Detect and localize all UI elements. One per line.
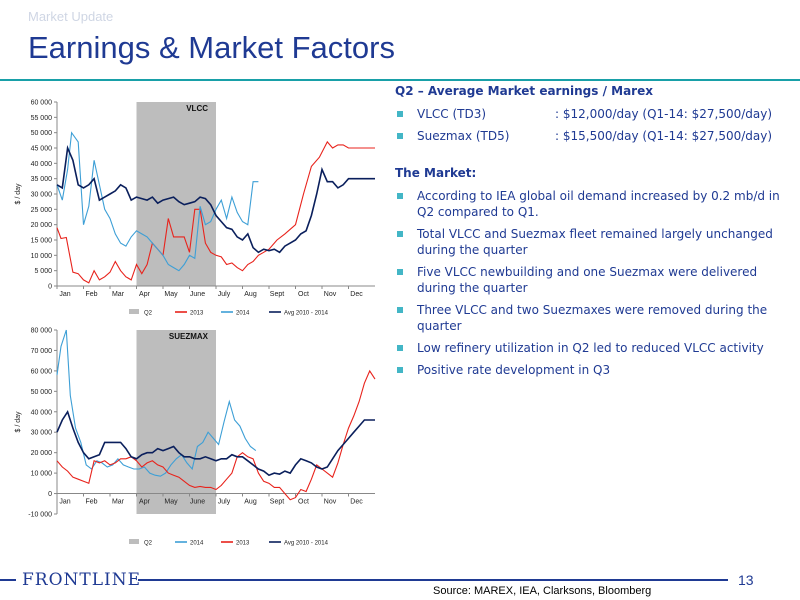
rate-label: VLCC (TD3) xyxy=(417,107,487,121)
x-tick-label: Apr xyxy=(139,499,151,506)
market-heading: The Market: xyxy=(395,166,477,180)
y-tick-label: 10 000 xyxy=(31,471,53,478)
series-line xyxy=(56,145,375,254)
bullet-item: Total VLCC and Suezmax fleet remained la… xyxy=(395,226,795,258)
bullet-item: Positive rate development in Q3 xyxy=(395,362,795,378)
x-tick-label: Oct xyxy=(298,499,309,506)
x-tick-label: Sept xyxy=(270,291,284,298)
logo-bar-right xyxy=(138,579,728,581)
rate-value: : $12,000/day (Q1-14: $27,500/day) xyxy=(555,107,773,121)
x-tick-label: Nov xyxy=(324,291,337,298)
x-tick-label: Aug xyxy=(244,499,257,506)
y-tick-label: 30 000 xyxy=(31,192,53,199)
legend-label: 2014 xyxy=(236,311,250,317)
legend-swatch xyxy=(129,539,139,544)
y-tick-label: 40 000 xyxy=(31,161,53,168)
legend-label: 2014 xyxy=(190,541,204,547)
legend-label: Avg 2010 - 2014 xyxy=(284,541,329,547)
x-tick-label: Mar xyxy=(112,291,125,298)
y-tick-label: 60 000 xyxy=(31,368,53,375)
frontline-logo: FRONTLINE xyxy=(22,570,142,590)
kicker: Market Update xyxy=(28,9,114,24)
x-tick-label: Sept xyxy=(270,499,284,506)
earnings-heading: Q2 – Average Market earnings / Marex xyxy=(395,84,653,98)
x-tick-label: June xyxy=(190,291,205,298)
y-tick-label: 35 000 xyxy=(31,176,53,183)
chart-title: VLCC xyxy=(186,104,208,113)
y-tick-label: 80 000 xyxy=(31,328,53,335)
y-tick-label: 45 000 xyxy=(31,146,53,153)
x-tick-label: July xyxy=(218,499,231,506)
x-tick-label: Feb xyxy=(85,291,97,298)
y-tick-label: 20 000 xyxy=(31,222,53,229)
bullet-item: Five VLCC newbuilding and one Suezmax we… xyxy=(395,264,795,296)
rate-vlcc: VLCC (TD3) : $12,000/day (Q1-14: $27,500… xyxy=(395,106,795,128)
y-tick-label: -10 000 xyxy=(28,512,52,519)
x-tick-label: Apr xyxy=(139,291,151,298)
page-title: Earnings & Market Factors xyxy=(28,30,395,65)
rate-suezmax: Suezmax (TD5) : $15,500/day (Q1-14: $27,… xyxy=(395,128,795,150)
legend-label: Avg 2010 - 2014 xyxy=(284,311,329,317)
y-tick-label: 0 xyxy=(48,284,52,291)
legend-label: Q2 xyxy=(144,311,153,317)
legend-label: 2013 xyxy=(190,311,204,317)
bullet-item: According to IEA global oil demand incre… xyxy=(395,188,795,220)
logo-bar-left xyxy=(0,579,16,581)
y-tick-label: 60 000 xyxy=(31,100,53,107)
x-tick-label: Nov xyxy=(324,499,337,506)
vlcc-chart: 0 5 000 10 000 15 000 20 000 25 000 30 000 35 0… xyxy=(15,100,375,317)
y-tick-label: 40 000 xyxy=(31,409,53,416)
page-number: 13 xyxy=(738,572,754,588)
legend-swatch xyxy=(129,309,139,314)
q2-shade xyxy=(136,330,216,514)
title-rule xyxy=(0,79,800,81)
y-axis-label: $ / day xyxy=(15,411,22,433)
y-axis-label: $ / day xyxy=(15,183,22,205)
legend-label: Q2 xyxy=(144,541,153,547)
series-line xyxy=(56,409,375,477)
bullet-item: Three VLCC and two Suezmaxes were remove… xyxy=(395,302,795,334)
y-tick-label: 25 000 xyxy=(31,207,53,214)
series-line xyxy=(56,140,375,284)
x-tick-label: Aug xyxy=(244,291,257,298)
suezmax-chart: -10 000 0 10 000 20 000 30 000 40 000 50 000 60… xyxy=(15,328,376,547)
bullet-item: Low refinery utilization in Q2 led to re… xyxy=(395,340,795,356)
y-tick-label: 70 000 xyxy=(31,348,53,355)
x-tick-label: July xyxy=(218,291,231,298)
x-tick-label: Dec xyxy=(350,291,363,298)
y-tick-label: 20 000 xyxy=(31,450,53,457)
chart-title: SUEZMAX xyxy=(169,332,209,341)
y-tick-label: 5 000 xyxy=(34,268,52,275)
series-line xyxy=(56,329,257,477)
series-line xyxy=(56,131,259,272)
y-tick-label: 50 000 xyxy=(31,389,53,396)
source-note: Source: MAREX, IEA, Clarksons, Bloomberg xyxy=(433,585,652,597)
y-tick-label: 30 000 xyxy=(31,430,53,437)
rate-value: : $15,500/day (Q1-14: $27,500/day) xyxy=(555,129,773,143)
y-tick-label: 50 000 xyxy=(31,130,53,137)
y-tick-label: 0 xyxy=(48,491,52,498)
y-tick-label: 55 000 xyxy=(31,115,53,122)
legend-label: 2013 xyxy=(236,541,250,547)
x-tick-label: Dec xyxy=(350,499,363,506)
x-tick-label: Jan xyxy=(59,499,70,506)
x-tick-label: Feb xyxy=(85,499,97,506)
y-tick-label: 10 000 xyxy=(31,253,53,260)
x-tick-label: June xyxy=(190,499,205,506)
x-tick-label: May xyxy=(164,291,178,298)
info-panel: Q2 – Average Market earnings / Marex VLC… xyxy=(395,84,795,384)
rate-label: Suezmax (TD5) xyxy=(417,129,510,143)
x-tick-label: Oct xyxy=(298,291,309,298)
y-tick-label: 15 000 xyxy=(31,238,53,245)
x-tick-label: Mar xyxy=(112,499,125,506)
x-tick-label: May xyxy=(164,499,178,506)
x-tick-label: Jan xyxy=(59,291,70,298)
